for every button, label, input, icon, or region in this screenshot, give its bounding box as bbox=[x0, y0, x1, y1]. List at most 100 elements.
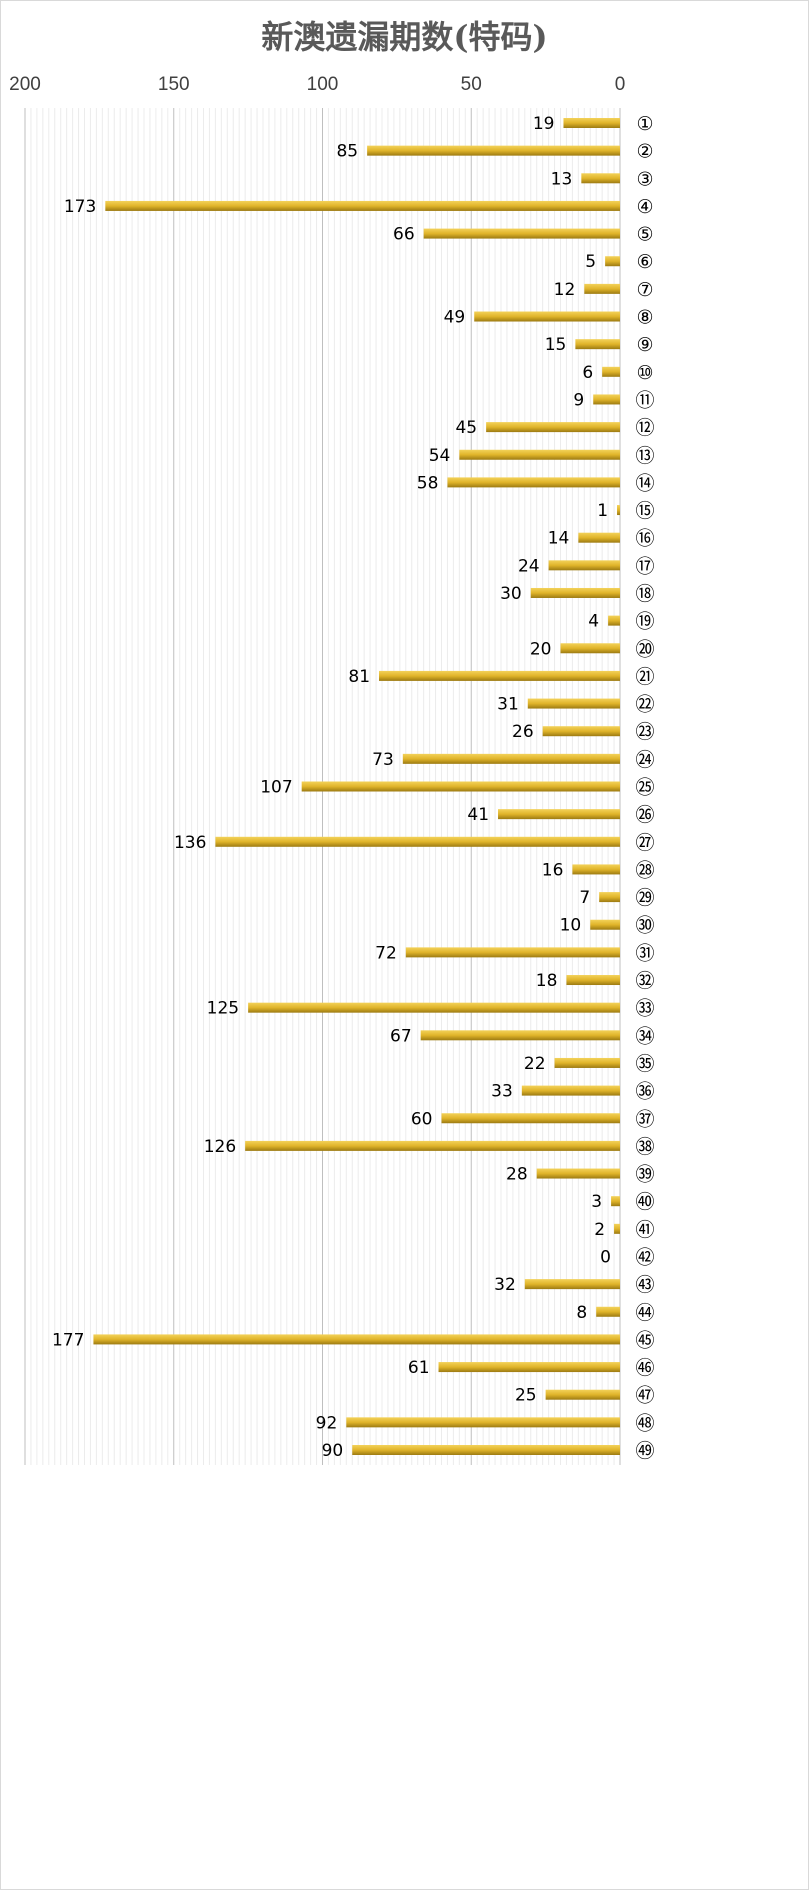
category-label: ㉞ bbox=[635, 1025, 654, 1047]
category-label: ㊻ bbox=[635, 1357, 654, 1379]
data-label: 136 bbox=[174, 833, 206, 853]
category-label: ㉜ bbox=[635, 970, 654, 992]
category-label: ㊱ bbox=[635, 1081, 654, 1103]
category-label: ㊼ bbox=[635, 1385, 654, 1407]
category-label: ④ bbox=[636, 196, 653, 218]
category-label: ㉚ bbox=[635, 915, 654, 937]
data-label: 13 bbox=[551, 169, 573, 189]
bar bbox=[608, 615, 620, 626]
category-label: ㉗ bbox=[635, 832, 654, 854]
data-label: 0 bbox=[600, 1247, 611, 1267]
bar bbox=[105, 200, 620, 211]
category-label: ㉝ bbox=[635, 998, 654, 1020]
data-label: 26 bbox=[512, 722, 534, 742]
category-label: ⑫ bbox=[635, 417, 654, 439]
category-label: ㉑ bbox=[635, 666, 654, 688]
category-label: ㊶ bbox=[635, 1219, 654, 1241]
bar bbox=[438, 1362, 620, 1373]
category-label: ㉔ bbox=[635, 749, 654, 771]
category-label: ㉓ bbox=[635, 721, 654, 743]
category-label: ㉕ bbox=[635, 777, 654, 799]
data-label: 5 bbox=[585, 252, 596, 272]
data-label: 54 bbox=[429, 446, 451, 466]
bar bbox=[599, 892, 620, 903]
data-label: 28 bbox=[506, 1165, 528, 1185]
data-label: 66 bbox=[393, 225, 415, 245]
bar bbox=[459, 449, 620, 460]
data-label: 72 bbox=[375, 943, 397, 963]
bar bbox=[617, 505, 620, 516]
bar bbox=[560, 643, 620, 654]
bar bbox=[545, 1389, 620, 1400]
category-label: ㊺ bbox=[635, 1329, 654, 1351]
data-label: 30 bbox=[500, 584, 522, 604]
bar bbox=[346, 1417, 620, 1428]
bar bbox=[596, 1306, 620, 1317]
bar bbox=[536, 1168, 620, 1179]
data-label: 4 bbox=[588, 612, 599, 632]
bar bbox=[575, 339, 620, 350]
category-label: ㉛ bbox=[635, 942, 654, 964]
data-label: 6 bbox=[582, 363, 593, 383]
bar bbox=[548, 560, 620, 571]
data-label: 14 bbox=[548, 529, 570, 549]
bar bbox=[215, 836, 620, 847]
data-label: 3 bbox=[591, 1192, 602, 1212]
data-label: 33 bbox=[491, 1082, 513, 1102]
data-label: 1 bbox=[597, 501, 608, 521]
data-label: 10 bbox=[560, 916, 582, 936]
data-label: 45 bbox=[455, 418, 477, 438]
bar bbox=[352, 1445, 620, 1455]
category-label: ⑧ bbox=[636, 307, 653, 329]
bar bbox=[402, 753, 620, 764]
bar bbox=[405, 947, 620, 958]
category-label: ㉖ bbox=[635, 804, 654, 826]
category-label: ㊾ bbox=[635, 1440, 654, 1462]
category-label: ⑰ bbox=[635, 555, 654, 577]
category-label: ㊵ bbox=[635, 1191, 654, 1213]
x-tick-label: 150 bbox=[158, 74, 190, 95]
category-label: ㊷ bbox=[635, 1246, 654, 1268]
chart-title: 新澳遗漏期数(特码) bbox=[261, 18, 548, 56]
bar bbox=[301, 781, 620, 792]
category-label: ⑥ bbox=[636, 251, 653, 273]
category-label: ⑦ bbox=[636, 279, 653, 301]
category-label: ⑱ bbox=[635, 583, 654, 605]
data-label: 24 bbox=[518, 556, 540, 576]
category-label: ③ bbox=[636, 168, 653, 190]
category-label: ㊸ bbox=[635, 1274, 654, 1296]
data-label: 16 bbox=[542, 860, 564, 880]
data-label: 25 bbox=[515, 1386, 537, 1406]
data-label: 12 bbox=[554, 280, 576, 300]
bar bbox=[611, 1196, 620, 1207]
bar bbox=[542, 726, 620, 737]
data-label: 41 bbox=[467, 805, 489, 825]
category-label: ⑨ bbox=[636, 334, 653, 356]
bar bbox=[584, 283, 620, 294]
bar bbox=[423, 228, 620, 239]
category-label: ② bbox=[636, 141, 653, 163]
category-label: ㊲ bbox=[635, 1108, 654, 1130]
x-tick-label: 100 bbox=[307, 74, 339, 95]
data-label: 125 bbox=[207, 999, 239, 1019]
bar bbox=[563, 118, 620, 128]
bar bbox=[498, 809, 620, 820]
data-label: 61 bbox=[408, 1358, 430, 1378]
data-label: 8 bbox=[576, 1303, 587, 1323]
bar bbox=[554, 1057, 620, 1068]
bar bbox=[593, 394, 620, 405]
x-tick-label: 0 bbox=[615, 74, 626, 95]
data-label: 58 bbox=[417, 473, 439, 493]
bar bbox=[521, 1085, 620, 1096]
bar bbox=[379, 670, 620, 681]
data-label: 85 bbox=[336, 142, 358, 162]
bar bbox=[245, 1140, 620, 1151]
data-label: 32 bbox=[494, 1275, 516, 1295]
x-tick-label: 50 bbox=[461, 74, 482, 95]
bar bbox=[441, 1113, 620, 1124]
bar bbox=[614, 1223, 620, 1234]
bar bbox=[527, 698, 620, 709]
bar bbox=[566, 975, 620, 986]
category-label: ⑲ bbox=[635, 611, 654, 633]
